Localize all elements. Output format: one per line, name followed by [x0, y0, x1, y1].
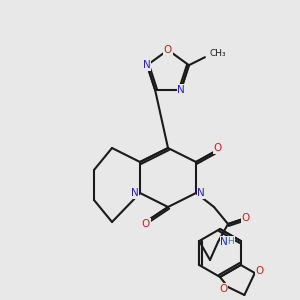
Text: N: N: [177, 85, 185, 95]
Text: O: O: [242, 213, 250, 223]
Text: O: O: [214, 143, 222, 153]
Text: N: N: [131, 188, 139, 198]
Text: N: N: [220, 237, 228, 247]
Text: N: N: [197, 188, 205, 198]
Text: O: O: [219, 284, 227, 294]
Text: CH₃: CH₃: [210, 49, 226, 58]
Text: N: N: [143, 60, 151, 70]
Text: H: H: [228, 236, 234, 245]
Text: O: O: [164, 45, 172, 55]
Text: O: O: [142, 219, 150, 229]
Text: O: O: [256, 266, 264, 276]
